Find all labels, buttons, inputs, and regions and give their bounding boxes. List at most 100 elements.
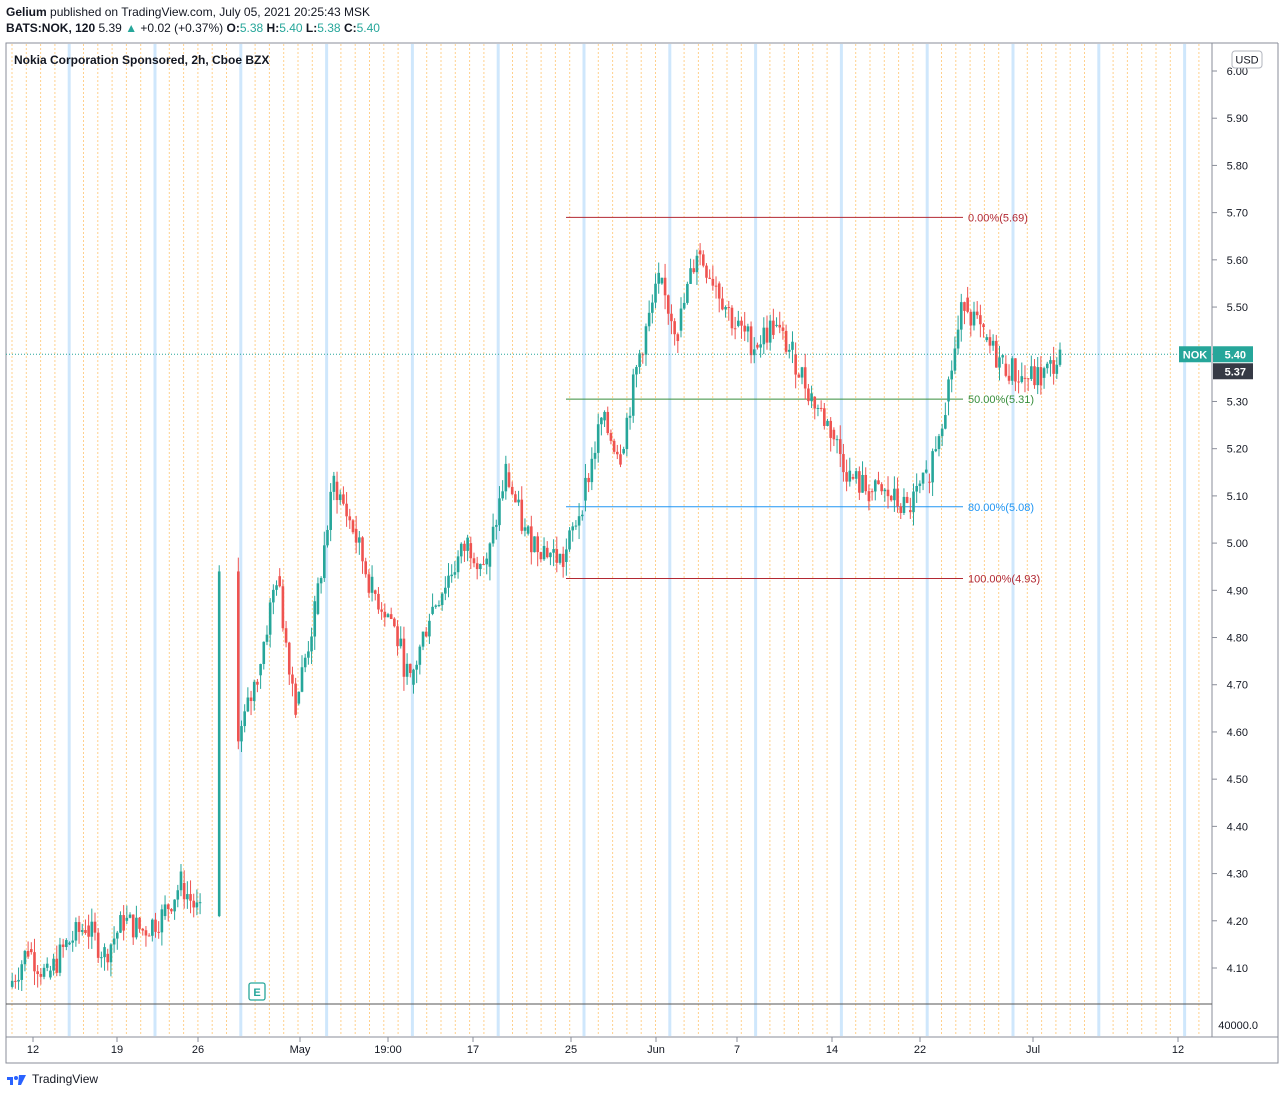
close-tag-bg <box>1213 363 1253 380</box>
candle-body <box>692 268 696 273</box>
candle-body <box>10 980 14 987</box>
candle-body <box>854 471 858 479</box>
candle-body <box>746 326 750 332</box>
candle-body <box>456 556 460 573</box>
candle-body <box>574 525 578 527</box>
candle-body <box>886 489 890 497</box>
candle-body <box>889 495 893 501</box>
candle-body <box>950 370 954 380</box>
candle-body <box>125 917 129 921</box>
candle-body <box>937 436 941 450</box>
price-axis[interactable]: 6.00 5.90 5.80 5.70 5.60 5.50 5.40 5.30 5.20 5.10… <box>1212 66 1248 975</box>
candle-body <box>501 491 504 499</box>
candle-body <box>794 354 797 375</box>
time-axis[interactable]: 12 19 26 May 19:00 17 25 Jun 7 14 22 Jul 12 <box>27 1037 1184 1056</box>
candle-body <box>402 638 406 677</box>
candle-body <box>523 527 527 531</box>
candle-body <box>144 930 148 936</box>
candle-body <box>498 498 501 526</box>
close-label: C: <box>343 21 357 35</box>
candle-body <box>488 543 492 567</box>
candle-body <box>399 638 403 647</box>
chart-header: Gelium published on TradingView.com, Jul… <box>6 4 380 36</box>
candle-body <box>303 657 307 668</box>
candle-body <box>580 514 584 517</box>
candle-body <box>418 646 422 665</box>
fibonacci-retracement[interactable]: 0.00%(5.69) 50.00%(5.31) 80.00%(5.08) 100.0… <box>566 212 1040 586</box>
candle-body <box>294 683 297 715</box>
candle-body <box>1052 360 1055 374</box>
candle-body <box>237 571 240 742</box>
candle-body <box>701 254 705 266</box>
candle-body <box>603 411 606 421</box>
candle-body <box>154 919 157 932</box>
currency-badge[interactable]: USD <box>1231 50 1263 69</box>
candle-body <box>915 485 918 492</box>
candle-body <box>275 585 278 590</box>
candle-body <box>326 529 329 546</box>
candle-body <box>342 494 345 504</box>
candle-body <box>905 496 909 503</box>
candle-body <box>23 950 27 965</box>
candle-body <box>832 429 836 440</box>
y-tick-label: 5.80 <box>1227 160 1248 172</box>
candle-body <box>259 664 262 676</box>
candle-body <box>963 302 966 311</box>
candle-body <box>428 620 431 637</box>
candle-body <box>596 424 600 453</box>
candle-body <box>138 917 141 929</box>
candle-body <box>778 324 782 328</box>
candle-body <box>310 636 313 652</box>
candle-body <box>838 439 842 455</box>
earnings-marker[interactable]: E <box>248 982 266 1001</box>
candle-body <box>179 871 183 891</box>
candle-body <box>109 944 113 963</box>
candle-body <box>163 904 167 917</box>
candle-body <box>332 475 336 492</box>
y-tick-label: 4.20 <box>1227 916 1248 928</box>
candle-body <box>781 327 785 331</box>
x-tick-label: May <box>290 1044 311 1056</box>
tradingview-brand[interactable]: TradingView <box>32 1072 99 1086</box>
candle-body <box>877 480 880 485</box>
candle-body <box>1023 377 1027 379</box>
candle-body <box>985 337 989 341</box>
candle-body <box>972 311 976 326</box>
candle-body <box>870 491 874 493</box>
candle-body <box>549 552 552 558</box>
candle-body <box>14 980 17 982</box>
candle-body <box>606 411 610 434</box>
x-tick-label: 17 <box>467 1044 479 1056</box>
candle-body <box>131 914 135 938</box>
candle-body <box>762 327 766 345</box>
candle-body <box>313 601 317 637</box>
candle-body <box>396 626 399 647</box>
candle-body <box>272 589 275 603</box>
candle-body <box>689 268 692 284</box>
candle-body <box>510 486 514 495</box>
candle-body <box>176 890 180 900</box>
candle-body <box>421 631 425 647</box>
price-series <box>10 243 1062 992</box>
candle-body <box>297 691 301 704</box>
x-tick-label: 19:00 <box>374 1044 402 1056</box>
candle-body <box>358 537 361 543</box>
candle-body <box>873 480 877 492</box>
candle-body <box>848 470 852 482</box>
candle-body <box>1017 381 1020 383</box>
candle-body <box>198 902 202 904</box>
candle-body <box>590 458 594 483</box>
author-name[interactable]: Gelium <box>6 5 47 19</box>
y-tick-label: 5.50 <box>1227 302 1248 314</box>
candle-body <box>1039 367 1043 386</box>
candle-body <box>616 451 619 455</box>
candle-body <box>182 883 186 900</box>
last-price-tag-bg <box>1213 346 1253 363</box>
x-tick-label: 22 <box>914 1044 926 1056</box>
candle-body <box>84 930 87 933</box>
candle-body <box>1058 349 1062 365</box>
candle-body <box>829 420 832 438</box>
candle-body <box>335 481 339 501</box>
candle-body <box>491 526 495 544</box>
